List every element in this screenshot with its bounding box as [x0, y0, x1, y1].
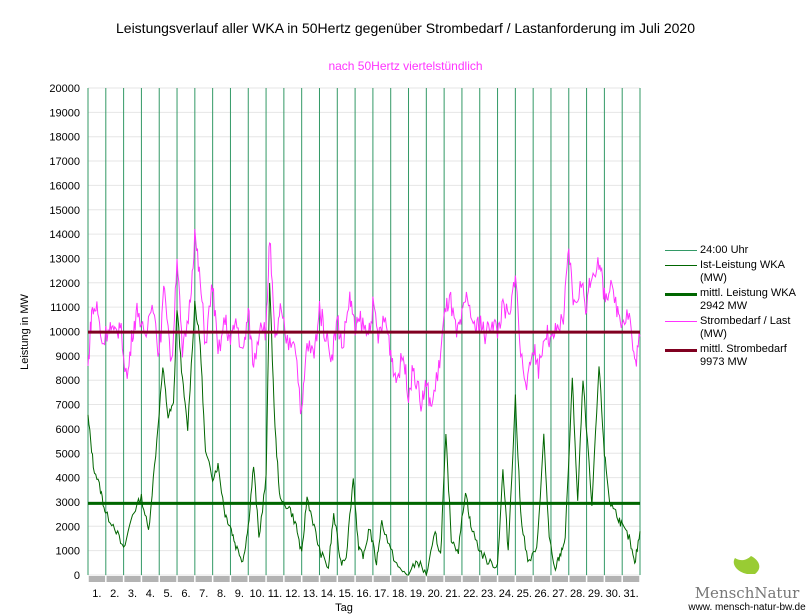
x-tick-label: 20. — [428, 588, 443, 600]
x-tick-label: 31. — [623, 588, 638, 600]
y-tick-label: 3000 — [56, 497, 80, 509]
x-tick-label: 13. — [303, 588, 318, 600]
x-axis-label: Tag — [335, 602, 353, 614]
legend-label: Strombedarf / Last (MW) — [700, 315, 791, 340]
ginkgo-leaf-icon — [733, 556, 760, 583]
y-tick-label: 15000 — [49, 205, 80, 217]
x-tick-label: 6. — [181, 588, 190, 600]
y-tick-label: 11000 — [50, 302, 80, 314]
y-tick-label: 17000 — [49, 156, 80, 168]
y-tick-label: 1000 — [56, 546, 80, 558]
x-tick-label: 18. — [392, 588, 407, 600]
x-tick-label: 24. — [499, 588, 514, 600]
x-tick-label: 30. — [606, 588, 621, 600]
legend-item-day-lines: 24:00 Uhr — [665, 244, 805, 257]
y-tick-label: 6000 — [56, 424, 80, 436]
x-tick-label: 17. — [374, 588, 389, 600]
x-tick-label: 5. — [164, 588, 173, 600]
y-tick-label: 9000 — [56, 351, 80, 363]
y-axis-label: Leistung in MW — [19, 293, 31, 369]
logo-text: MenschNatur — [694, 584, 800, 602]
y-tick-label: 16000 — [49, 180, 80, 192]
x-tick-label: 29. — [588, 588, 603, 600]
logo-url: www. mensch-natur-bw.de — [688, 602, 806, 613]
y-tick-label: 14000 — [49, 229, 80, 241]
legend-item-demand: Strombedarf / Last (MW) — [665, 315, 805, 341]
legend-label: mittl. Leistung WKA 2942 MW — [700, 287, 796, 312]
y-tick-label: 7000 — [56, 400, 80, 412]
legend-label: mittl. Strombedarf 9973 MW — [700, 343, 787, 368]
x-tick-label: 15. — [339, 588, 354, 600]
x-tick-label: 3. — [128, 588, 137, 600]
legend: 24:00 Uhr Ist-Leistung WKA (MW) mittl. L… — [665, 244, 805, 371]
legend-item-wka-mean: mittl. Leistung WKA 2942 MW — [665, 287, 805, 313]
legend-item-wka: Ist-Leistung WKA (MW) — [665, 259, 805, 285]
logo: MenschNatur www. mensch-natur-bw.de — [683, 556, 811, 613]
y-tick-label: 13000 — [49, 253, 80, 265]
y-tick-label: 12000 — [49, 278, 80, 290]
y-tick-label: 20000 — [49, 83, 80, 95]
x-tick-label: 11. — [268, 588, 282, 600]
x-tick-label: 22. — [463, 588, 478, 600]
x-tick-label: 12. — [285, 588, 300, 600]
x-tick-label: 8. — [217, 588, 226, 600]
x-tick-label: 14. — [321, 588, 336, 600]
y-tick-label: 5000 — [56, 448, 80, 460]
y-tick-label: 2000 — [56, 521, 80, 533]
y-tick-label: 8000 — [56, 375, 80, 387]
y-tick-label: 18000 — [49, 132, 80, 144]
chart-subtitle: nach 50Hertz viertelstündlich — [328, 59, 483, 73]
legend-label: Ist-Leistung WKA (MW) — [700, 259, 785, 284]
legend-item-demand-mean: mittl. Strombedarf 9973 MW — [665, 343, 805, 369]
x-tick-label: 9. — [235, 588, 244, 600]
x-tick-label: 25. — [517, 588, 532, 600]
x-tick-label: 16. — [356, 588, 371, 600]
x-tick-label: 10. — [250, 588, 265, 600]
x-tick-label: 1. — [92, 588, 101, 600]
x-tick-label: 7. — [199, 588, 208, 600]
x-tick-label: 21. — [445, 588, 460, 600]
x-tick-label: 28. — [570, 588, 585, 600]
series-line-0 — [87, 282, 641, 577]
series-line-1 — [87, 228, 641, 415]
x-axis-band — [88, 576, 640, 582]
x-tick-label: 27. — [552, 588, 567, 600]
y-tick-label: 10000 — [49, 327, 80, 339]
legend-label: 24:00 Uhr — [700, 244, 749, 256]
y-tick-label: 0 — [74, 570, 80, 582]
x-tick-label: 26. — [534, 588, 549, 600]
x-tick-label: 2. — [110, 588, 119, 600]
x-tick-label: 4. — [146, 588, 155, 600]
y-tick-label: 19000 — [49, 107, 80, 119]
y-tick-label: 4000 — [56, 473, 80, 485]
x-tick-label: 23. — [481, 588, 496, 600]
chart-title: Leistungsverlauf aller WKA in 50Hertz ge… — [116, 20, 695, 36]
x-tick-label: 19. — [410, 588, 425, 600]
